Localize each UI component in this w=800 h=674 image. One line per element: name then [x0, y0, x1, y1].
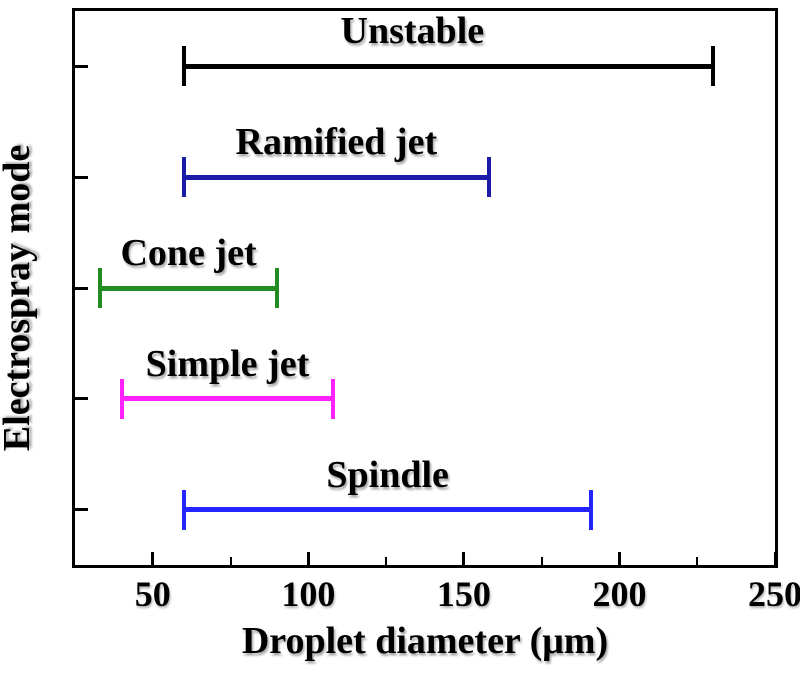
x-axis-tick-label: 200	[592, 574, 647, 614]
range-bar-simple-jet-cap-left	[119, 378, 124, 419]
series-label-unstable: Unstable	[340, 10, 485, 53]
range-bar-spindle	[183, 507, 592, 513]
y-axis-tick-cone-jet	[75, 286, 88, 290]
range-bar-cone-jet-cap-left	[97, 268, 102, 308]
x-axis-tick-label: 150	[436, 574, 491, 614]
y-axis-tick-ramified-jet	[75, 175, 88, 179]
range-bar-unstable-cap-left	[181, 46, 186, 87]
range-bar-ramified-jet-cap-left	[181, 157, 186, 198]
x-axis-minor-tick	[229, 557, 232, 565]
y-axis-title: Electrospray mode	[0, 144, 38, 452]
x-axis-major-tick	[773, 552, 777, 565]
range-bar-simple-jet-cap-right	[331, 378, 336, 419]
x-axis-minor-tick	[385, 557, 388, 565]
y-axis-tick-unstable	[75, 64, 88, 68]
x-axis-minor-tick	[540, 557, 543, 565]
range-bar-spindle-cap-right	[589, 489, 594, 530]
range-bar-spindle-cap-left	[181, 489, 186, 530]
series-label-spindle: Spindle	[326, 453, 449, 496]
range-bar-ramified-jet-cap-right	[486, 157, 491, 198]
x-axis-minor-tick	[696, 557, 699, 565]
range-bar-cone-jet-cap-right	[275, 268, 280, 308]
x-axis-major-tick	[306, 552, 310, 565]
y-axis-tick-simple-jet	[75, 397, 88, 401]
x-axis-major-tick	[151, 552, 155, 565]
series-label-cone-jet: Cone jet	[120, 232, 257, 274]
x-axis-title: Droplet diameter (μm)	[241, 620, 609, 662]
series-label-ramified-jet: Ramified jet	[235, 121, 438, 164]
x-axis-major-tick	[617, 552, 621, 565]
y-axis-tick-spindle	[75, 508, 88, 512]
range-bar-cone-jet	[99, 285, 278, 291]
x-axis-tick-label: 250	[748, 574, 800, 614]
x-axis-tick-label: 50	[134, 574, 171, 614]
range-bar-unstable	[183, 63, 713, 69]
range-bar-simple-jet	[121, 396, 334, 402]
range-bar-ramified-jet	[183, 174, 489, 180]
range-bar-unstable-cap-right	[710, 46, 715, 87]
series-label-simple-jet: Simple jet	[145, 342, 310, 385]
x-axis-tick-label: 100	[281, 574, 336, 614]
x-axis-major-tick	[462, 552, 466, 565]
